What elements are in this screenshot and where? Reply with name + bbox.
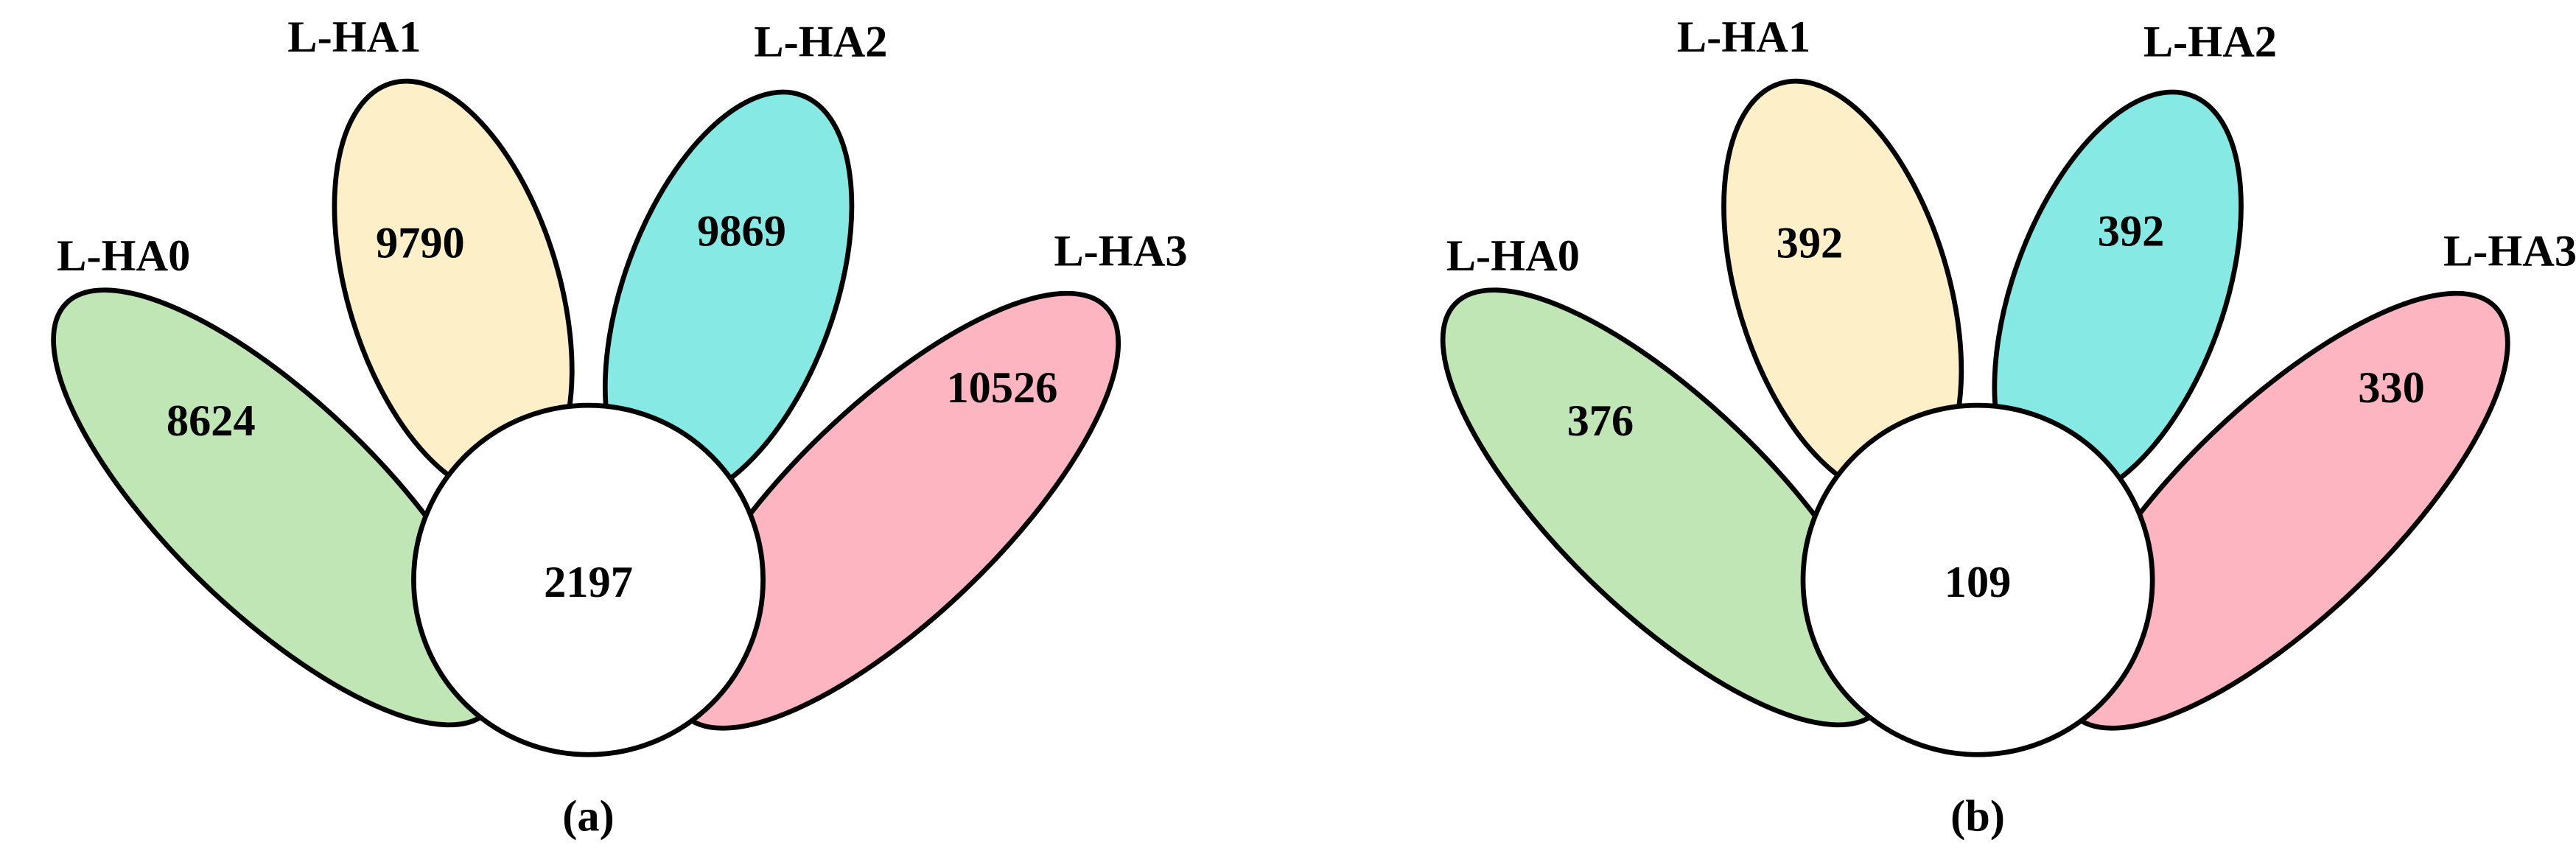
set-count: 10526: [946, 363, 1057, 413]
set-name: L-HA3: [1054, 226, 1187, 276]
set-count: 392: [1777, 218, 1844, 267]
panel-label: (b): [1950, 791, 2005, 841]
set-count: 8624: [167, 396, 256, 446]
set-name: L-HA2: [2143, 17, 2277, 66]
set-name: L-HA0: [1446, 231, 1580, 281]
intersection-count: 2197: [544, 558, 633, 607]
set-count: 392: [2098, 207, 2165, 256]
intersection-count: 109: [1945, 558, 2012, 607]
set-name: L-HA0: [57, 231, 190, 281]
set-name: L-HA1: [287, 13, 421, 62]
panel-label: (a): [562, 791, 614, 841]
set-count: 9790: [376, 218, 465, 267]
set-name: L-HA3: [2443, 226, 2576, 276]
intersection-circle: [1800, 402, 2155, 757]
set-name: L-HA1: [1677, 13, 1810, 62]
set-name: L-HA2: [754, 17, 887, 66]
set-count: 9869: [697, 207, 786, 256]
intersection-circle: [411, 402, 766, 757]
set-count: 376: [1567, 396, 1634, 446]
set-count: 330: [2358, 363, 2425, 413]
